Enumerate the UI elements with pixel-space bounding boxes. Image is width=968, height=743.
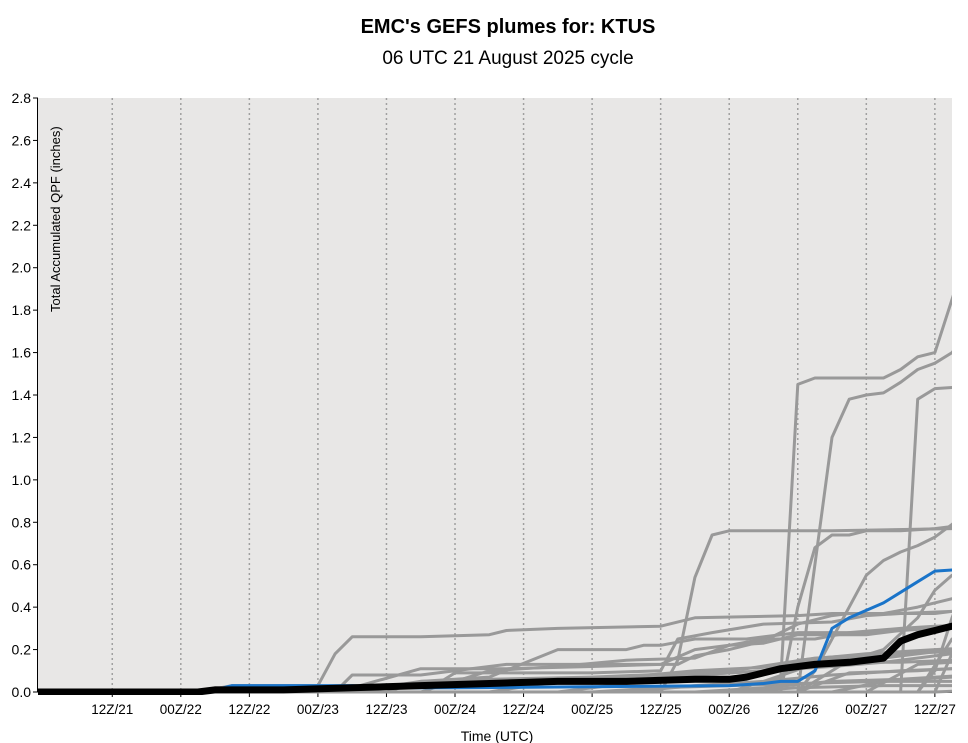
y-tick-label: 1.4 bbox=[12, 387, 32, 403]
y-tick-label: 2.4 bbox=[12, 175, 32, 191]
x-tick-label: 00Z/25 bbox=[571, 702, 613, 717]
x-tick-label: 00Z/26 bbox=[708, 702, 750, 717]
x-axis: 12Z/21 00Z/22 12Z/22 00Z/23 12Z/23 00Z/24 12Z/… bbox=[38, 692, 956, 717]
plot-area bbox=[38, 98, 952, 692]
y-axis: 0.0 0.2 0.4 0.6 0.8 1.0 1.2 1.4 1.6 1.8 2.0 2.2 2.4 2… bbox=[12, 90, 38, 700]
y-tick-label: 2.6 bbox=[12, 132, 32, 148]
y-tick-label: 0.6 bbox=[12, 557, 32, 573]
y-axis-label: Total Accumulated QPF (inches) bbox=[48, 126, 63, 312]
member-series-line bbox=[38, 294, 952, 694]
y-tick-label: 0.8 bbox=[12, 514, 32, 530]
x-tick-label: 12Z/21 bbox=[91, 702, 133, 717]
x-tick-label: 12Z/22 bbox=[228, 702, 270, 717]
member-series-line bbox=[38, 522, 952, 694]
y-tick-label: 2.2 bbox=[12, 217, 32, 233]
y-tick-label: 0.0 bbox=[12, 684, 32, 700]
y-tick-label: 1.0 bbox=[12, 472, 32, 488]
x-tick-label: 12Z/26 bbox=[777, 702, 819, 717]
member-series-line bbox=[38, 350, 952, 694]
y-tick-label: 2.0 bbox=[12, 260, 32, 276]
x-tick-label: 00Z/27 bbox=[845, 702, 887, 717]
x-tick-label: 12Z/27 bbox=[914, 702, 956, 717]
x-tick-label: 00Z/23 bbox=[297, 702, 339, 717]
y-tick-label: 1.6 bbox=[12, 345, 32, 361]
chart-title: EMC's GEFS plumes for: KTUS bbox=[360, 16, 656, 38]
y-tick-label: 0.2 bbox=[12, 642, 32, 658]
member-series-line bbox=[38, 689, 952, 694]
member-series-line bbox=[38, 597, 952, 694]
y-tick-label: 1.8 bbox=[12, 302, 32, 318]
x-tick-label: 12Z/25 bbox=[640, 702, 682, 717]
x-axis-label: Time (UTC) bbox=[461, 728, 534, 743]
chart-subtitle: 06 UTC 21 August 2025 cycle bbox=[382, 48, 634, 69]
control-series-line bbox=[38, 568, 952, 694]
x-tick-label: 12Z/23 bbox=[365, 702, 407, 717]
series-layer bbox=[38, 294, 952, 695]
x-tick-label: 00Z/22 bbox=[160, 702, 202, 717]
mean-series-line bbox=[38, 622, 952, 695]
y-tick-label: 0.4 bbox=[12, 599, 32, 615]
y-tick-label: 1.2 bbox=[12, 429, 32, 445]
y-tick-label: 2.8 bbox=[12, 90, 32, 106]
x-tick-label: 12Z/24 bbox=[503, 702, 546, 717]
member-series-line bbox=[38, 624, 952, 694]
x-tick-label: 00Z/24 bbox=[434, 702, 477, 717]
